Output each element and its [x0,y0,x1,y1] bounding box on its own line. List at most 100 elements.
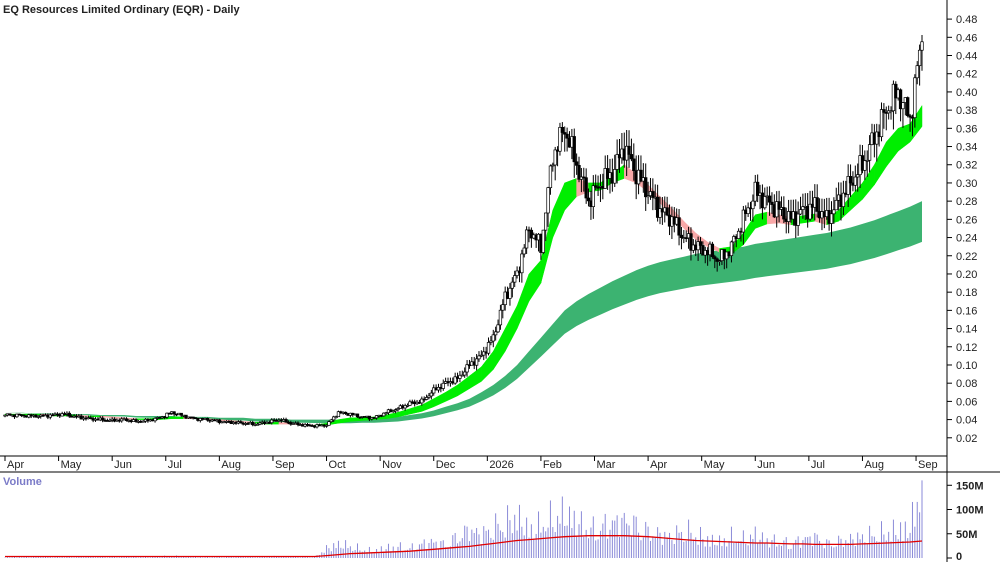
candle-body [548,165,553,189]
volume-tick-label: 150M [956,480,984,492]
candle-body [572,136,576,163]
candle-body [651,191,655,198]
x-tick-label: Feb [543,459,562,471]
x-tick-label: May [61,459,82,471]
y-tick-label: 0.38 [956,105,977,117]
x-tick-label: Dec [436,459,456,471]
candle-body [777,201,781,210]
candle-body [863,160,867,171]
candle-body [565,133,569,139]
candle-body [729,241,734,256]
candle-body [558,126,562,152]
candle-body [329,419,333,423]
candle-body [829,213,834,224]
candle-body [710,243,715,258]
candle-body [153,417,157,422]
candle-body [917,49,922,67]
y-tick-label: 0.32 [956,160,977,172]
candle-body [832,209,836,215]
x-tick-label: Aug [221,459,241,471]
candle-body [741,209,746,233]
candle-body [165,412,169,418]
y-tick-label: 0.28 [956,196,977,208]
candle-body [496,324,500,333]
candle-body [815,197,819,212]
candle-body [460,374,464,377]
candle-body [179,412,183,416]
candle-body [108,419,112,422]
candle-body [627,145,631,155]
candle-body [343,411,348,414]
candle-body [453,376,457,384]
candle-body [901,102,905,110]
y-tick-label: 0.48 [956,14,977,26]
candle-body [751,200,755,210]
candle-body [801,206,805,210]
candle-body [717,260,722,263]
y-tick-label: 0.14 [956,324,977,336]
x-tick-label: Apr [7,459,24,471]
candle-body [50,414,55,417]
candle-body [639,169,643,182]
candle-body [889,110,893,113]
candle-body [856,174,860,178]
candle-body [520,253,524,274]
candle-body [529,229,534,239]
candle-body [284,419,288,423]
volume-tick-label: 0 [956,551,962,562]
short-ribbon-segment [909,104,923,143]
candle-body [782,207,786,220]
candle-body [429,392,433,397]
candle-body [424,397,429,400]
candle-body [736,230,741,239]
candle-body [465,364,469,373]
candle-body [853,176,857,186]
candle-body [865,159,869,162]
candle-body [491,334,495,342]
short-ribbon-segment [350,417,363,422]
y-tick-label: 0.34 [956,142,977,154]
candle-body [355,413,360,418]
candle-body [327,421,331,426]
candle-body [36,416,40,418]
candle-body [677,217,681,236]
y-tick-label: 0.18 [956,287,977,299]
y-tick-label: 0.26 [956,214,977,226]
candle-body [613,169,617,184]
candle-body [441,382,445,389]
y-tick-label: 0.04 [956,415,977,427]
candle-body [544,212,548,231]
x-tick-label: Mar [597,459,616,471]
volume-tick-label: 100M [956,505,984,517]
candle-body [239,421,243,424]
candle-body [875,131,879,145]
y-tick-label: 0.36 [956,123,977,135]
x-tick-label: Nov [382,459,402,471]
candle-body [665,207,669,216]
candle-body [296,422,300,426]
candle-body [336,411,341,418]
x-tick-label: Sep [918,459,938,471]
candle-body [770,201,774,205]
candle-body [22,414,26,417]
candle-body [848,176,853,184]
volume-tick-label: 50M [956,529,977,541]
candle-body [834,199,838,211]
candle-body [420,398,424,404]
y-tick-label: 0.02 [956,433,977,445]
candle-body [403,405,407,409]
x-tick-label: 2026 [489,459,513,471]
y-tick-label: 0.12 [956,342,977,354]
x-tick-label: Aug [864,459,884,471]
x-tick-label: Jun [114,459,132,471]
candle-body [172,411,176,415]
candle-body [846,176,850,195]
candle-body [584,177,588,199]
candle-body [560,126,564,133]
candle-body [486,342,491,354]
candle-body [551,164,555,167]
candle-body [644,177,648,198]
y-tick-label: 0.16 [956,305,977,317]
candle-body [217,419,222,423]
candle-body [251,422,255,426]
